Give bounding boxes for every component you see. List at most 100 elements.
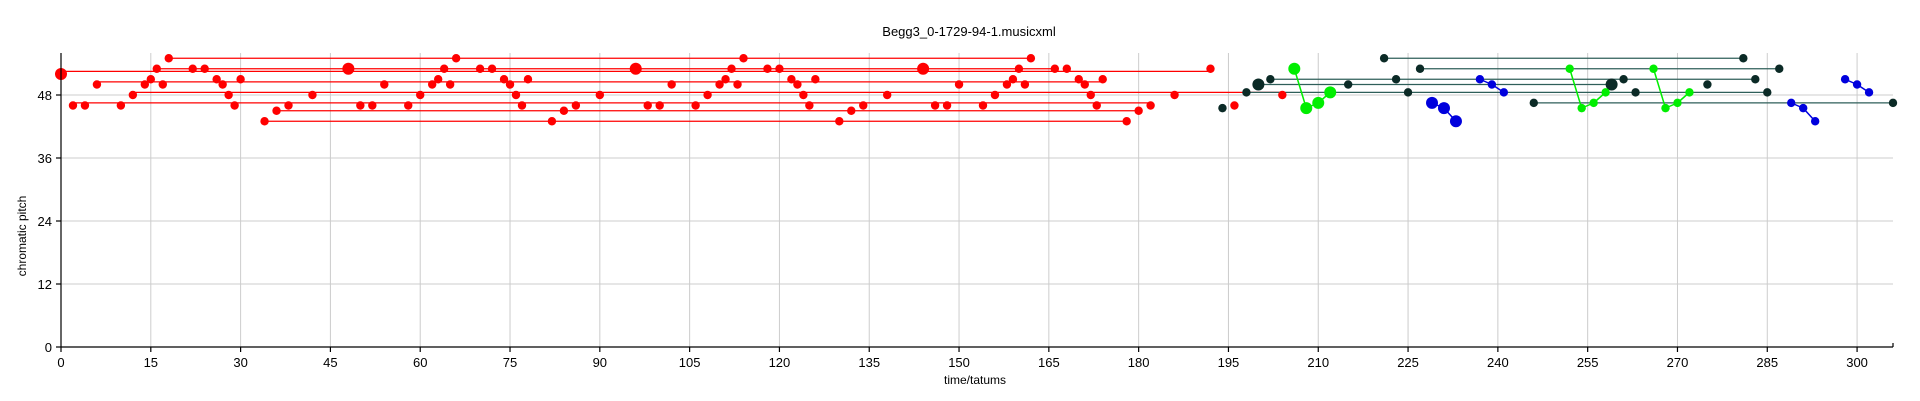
data-point xyxy=(1062,64,1072,73)
data-point xyxy=(1170,90,1179,100)
connector-line xyxy=(1293,68,1307,109)
data-point xyxy=(1098,75,1107,84)
data-point xyxy=(733,80,742,89)
data-point xyxy=(164,54,173,63)
data-point xyxy=(158,80,167,89)
data-point xyxy=(835,117,844,126)
data-point xyxy=(691,101,700,110)
data-points xyxy=(55,54,1898,128)
x-tick-label: 255 xyxy=(1577,355,1599,370)
data-point xyxy=(523,75,533,84)
data-point xyxy=(990,90,1000,100)
data-point xyxy=(1449,115,1462,128)
x-tick-label: 60 xyxy=(413,355,427,370)
data-point xyxy=(433,75,443,84)
data-point xyxy=(1739,54,1748,63)
data-point xyxy=(793,80,802,89)
data-point xyxy=(1146,101,1155,110)
data-point xyxy=(1798,103,1808,113)
grid xyxy=(61,53,1893,347)
x-tick-label: 15 xyxy=(144,355,158,370)
data-point xyxy=(1379,54,1389,63)
x-tick-label: 300 xyxy=(1846,355,1868,370)
data-point xyxy=(1300,102,1313,115)
data-point xyxy=(92,80,102,89)
data-point xyxy=(727,64,736,73)
data-point xyxy=(629,62,642,75)
data-point xyxy=(1852,80,1862,89)
data-point xyxy=(272,106,281,115)
data-point xyxy=(1499,88,1509,97)
data-point xyxy=(80,101,90,110)
data-point xyxy=(146,75,156,84)
x-tick-label: 150 xyxy=(948,355,970,370)
x-tick-label: 180 xyxy=(1128,355,1150,370)
data-point xyxy=(416,90,425,100)
data-point xyxy=(1810,117,1820,126)
data-point xyxy=(1074,75,1083,84)
data-point xyxy=(380,80,389,89)
data-point xyxy=(942,101,952,110)
data-point xyxy=(1661,103,1670,113)
data-point xyxy=(1787,98,1796,108)
x-tick-label: 0 xyxy=(57,355,64,370)
x-tick-label: 75 xyxy=(503,355,517,370)
data-point xyxy=(1685,88,1694,97)
data-point xyxy=(1487,80,1497,89)
data-point xyxy=(1122,117,1131,126)
data-point xyxy=(1343,80,1353,89)
x-tick-label: 135 xyxy=(858,355,880,370)
data-point xyxy=(763,64,772,73)
data-point xyxy=(1324,86,1337,99)
data-point xyxy=(260,117,269,126)
data-point xyxy=(1673,98,1682,108)
x-tick-label: 165 xyxy=(1038,355,1060,370)
data-point xyxy=(954,80,964,89)
x-tick-label: 225 xyxy=(1397,355,1419,370)
data-point xyxy=(1312,96,1325,109)
data-point xyxy=(1288,62,1301,75)
data-point xyxy=(805,101,814,110)
data-point xyxy=(236,75,245,84)
data-point xyxy=(547,117,557,126)
data-point xyxy=(1565,64,1574,73)
data-point xyxy=(1278,90,1287,100)
data-point xyxy=(1050,64,1060,73)
data-point xyxy=(799,90,808,100)
data-point xyxy=(643,101,652,110)
y-tick-label: 48 xyxy=(38,88,52,103)
data-point xyxy=(1426,96,1439,109)
data-point xyxy=(1020,80,1030,89)
data-point xyxy=(703,90,712,100)
data-point xyxy=(1014,64,1024,73)
x-tick-label: 240 xyxy=(1487,355,1509,370)
x-tick-label: 270 xyxy=(1667,355,1689,370)
data-point xyxy=(667,80,676,89)
connector-line xyxy=(1568,68,1583,109)
data-point xyxy=(284,101,293,110)
data-point xyxy=(1403,88,1413,97)
data-point xyxy=(451,54,461,63)
data-point xyxy=(230,101,239,110)
data-point xyxy=(1415,64,1425,73)
x-tick-label: 285 xyxy=(1756,355,1778,370)
x-axis-label: time/tatums xyxy=(944,373,1006,387)
data-point xyxy=(224,90,233,100)
y-tick-label: 0 xyxy=(45,340,52,355)
data-point xyxy=(1589,98,1598,108)
data-point xyxy=(445,80,455,89)
data-point xyxy=(1242,88,1251,97)
data-point xyxy=(571,101,581,110)
data-point xyxy=(1577,103,1586,113)
x-tick-label: 30 xyxy=(233,355,247,370)
data-point xyxy=(505,80,515,89)
data-point xyxy=(188,64,197,73)
data-point xyxy=(559,106,569,115)
data-point xyxy=(427,80,437,89)
data-point xyxy=(1218,103,1227,113)
tick-labels: 0 15 30 45 60 75 90 105 120 135 150 165 180 195 210 225… xyxy=(38,88,1868,370)
data-point xyxy=(1092,101,1101,110)
data-point xyxy=(1266,75,1275,84)
data-point xyxy=(930,101,940,110)
